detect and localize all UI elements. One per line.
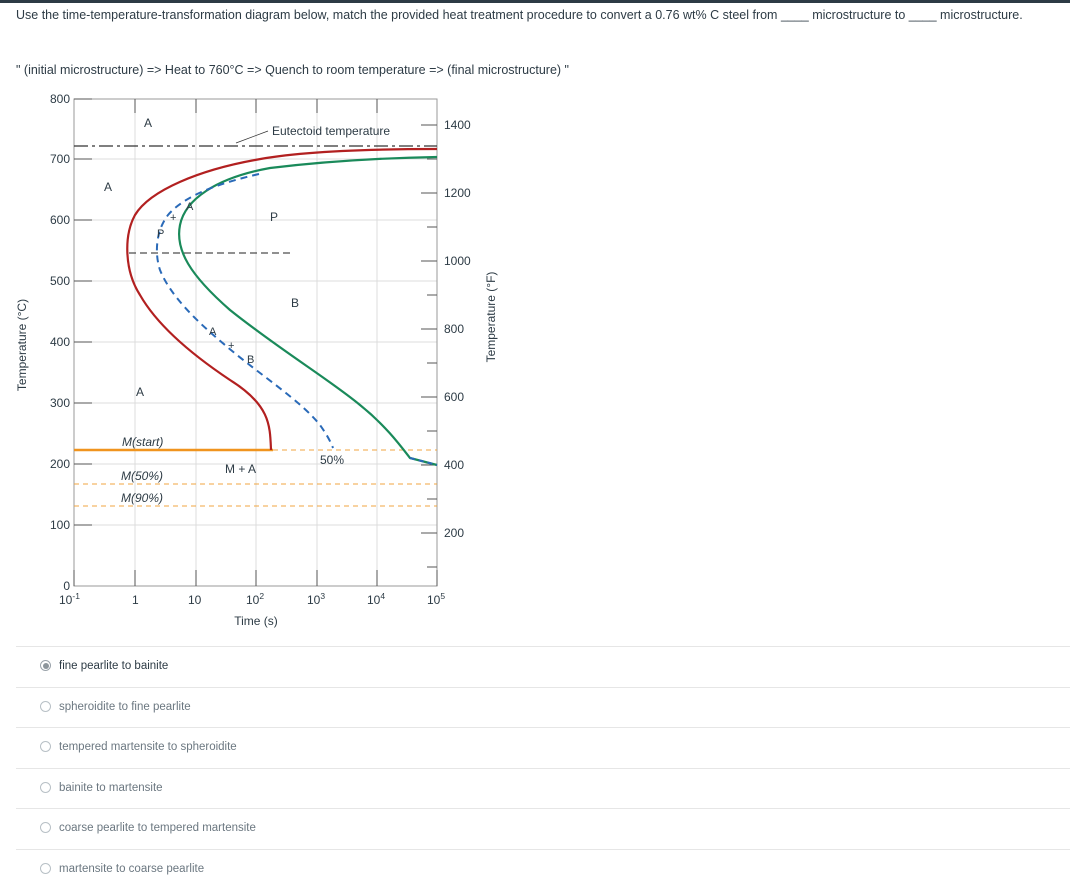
top-border	[0, 0, 1070, 3]
radio-button[interactable]	[40, 741, 51, 752]
radio-button[interactable]	[40, 862, 51, 874]
answer-option[interactable]: martensite to coarse pearlite	[16, 848, 1070, 890]
celsius-tick: 0	[63, 579, 70, 593]
time-tick: 103	[307, 591, 325, 607]
answer-label: martensite to coarse pearlite	[59, 862, 205, 875]
fahrenheit-tick: 600	[444, 390, 464, 404]
fifty-percent-curve	[155, 173, 334, 449]
right-axis-title: Temperature (°F)	[484, 272, 498, 363]
fahrenheit-tick: 1200	[444, 186, 471, 200]
fahrenheit-tick: 400	[444, 458, 464, 472]
answer-label: tempered martensite to spheroidite	[59, 741, 237, 753]
answer-option[interactable]: coarse pearlite to tempered martensite	[16, 808, 1070, 849]
label-martensite-austenite: M + A	[225, 462, 256, 476]
label-austenite-low: A	[136, 385, 144, 399]
label-martensite-90: M(90%)	[121, 491, 163, 505]
left-axis-ticks	[74, 98, 92, 526]
left-axis-title: Temperature (°C)	[15, 299, 29, 391]
answer-option[interactable]: fine pearlite to bainite	[16, 646, 1070, 687]
label-bainite-mid: B	[247, 354, 254, 366]
time-tick: 105	[427, 591, 445, 607]
celsius-tick: 400	[50, 335, 70, 349]
bottom-axis-ticks	[73, 570, 438, 586]
gridlines	[74, 99, 437, 586]
time-tick-labels: 10-1 1 10 102 103 104 105	[59, 591, 445, 607]
region-labels: A A A + P P B A + B A M(start) M + A 50%…	[104, 116, 344, 505]
answer-options: fine pearlite to bainite spheroidite to …	[16, 646, 1070, 889]
top-axis-ticks	[134, 99, 378, 113]
answer-label: bainite to martensite	[59, 781, 163, 794]
answer-label: coarse pearlite to tempered martensite	[59, 822, 256, 834]
procedure-text: " (initial microstructure) => Heat to 76…	[16, 63, 569, 77]
time-tick: 10-1	[59, 591, 80, 607]
time-tick: 1	[132, 593, 139, 607]
celsius-tick: 700	[50, 152, 70, 166]
label-fifty-percent: 50%	[320, 453, 344, 467]
answer-label: spheroidite to fine pearlite	[59, 700, 191, 713]
label-bainite: B	[291, 296, 299, 310]
label-austenite-dash: A	[186, 201, 194, 213]
celsius-tick-labels: 800 700 600 500 400 300 200 100 0	[50, 92, 70, 593]
radio-button[interactable]	[40, 700, 51, 712]
fifty-percent-tail	[409, 457, 438, 466]
label-pearlite: P	[270, 210, 278, 224]
radio-button[interactable]	[40, 781, 51, 793]
label-austenite-mid: A	[209, 326, 217, 338]
x-axis-title: Time (s)	[234, 614, 278, 628]
label-martensite-50: M(50%)	[121, 469, 163, 483]
time-tick: 10	[188, 593, 202, 607]
eutectoid-arrow	[235, 130, 269, 144]
fahrenheit-tick: 1000	[444, 254, 471, 268]
celsius-tick: 300	[50, 396, 70, 410]
celsius-tick: 100	[50, 518, 70, 532]
label-pearlite-small: P	[157, 228, 164, 240]
fahrenheit-tick: 200	[444, 526, 464, 540]
label-austenite-top: A	[144, 116, 152, 130]
celsius-tick: 800	[50, 92, 70, 106]
plus-sign: +	[228, 340, 234, 352]
transformation-start-curve	[126, 147, 438, 451]
celsius-tick: 500	[50, 274, 70, 288]
fahrenheit-tick-labels: 1400 1200 1000 800 600 400 200	[444, 118, 471, 540]
eutectoid-label: Eutectoid temperature	[272, 124, 390, 138]
question-text: Use the time-temperature-transformation …	[16, 8, 1023, 22]
answer-label: fine pearlite to bainite	[59, 660, 169, 672]
time-tick: 102	[246, 591, 264, 607]
answer-option[interactable]: bainite to martensite	[16, 767, 1070, 809]
transformation-finish-curve	[178, 155, 438, 467]
label-martensite-start: M(start)	[122, 435, 163, 449]
right-axis-ticks	[421, 124, 437, 568]
radio-button[interactable]	[40, 660, 51, 671]
fahrenheit-tick: 1400	[444, 118, 471, 132]
celsius-tick: 600	[50, 213, 70, 227]
ttt-diagram: 800 700 600 500 400 300 200 100 0 1400 1…	[0, 88, 1070, 633]
time-tick: 104	[367, 591, 385, 607]
radio-button[interactable]	[40, 822, 51, 833]
answer-option[interactable]: spheroidite to fine pearlite	[16, 686, 1070, 728]
plus-sign: +	[170, 212, 176, 224]
label-austenite-left: A	[104, 180, 112, 194]
celsius-tick: 200	[50, 457, 70, 471]
fahrenheit-tick: 800	[444, 322, 464, 336]
answer-option[interactable]: tempered martensite to spheroidite	[16, 727, 1070, 768]
